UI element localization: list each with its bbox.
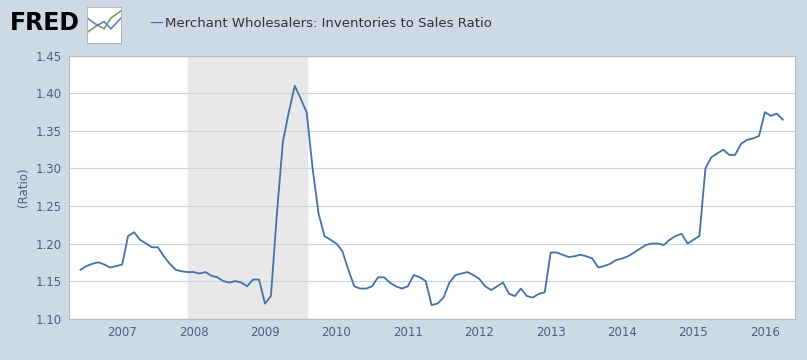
- Bar: [188, 56, 307, 319]
- Text: Merchant Wholesalers: Inventories to Sales Ratio: Merchant Wholesalers: Inventories to Sal…: [165, 17, 492, 30]
- Y-axis label: (Ratio): (Ratio): [17, 167, 30, 207]
- Text: —: —: [149, 17, 163, 30]
- Text: FRED: FRED: [10, 12, 80, 35]
